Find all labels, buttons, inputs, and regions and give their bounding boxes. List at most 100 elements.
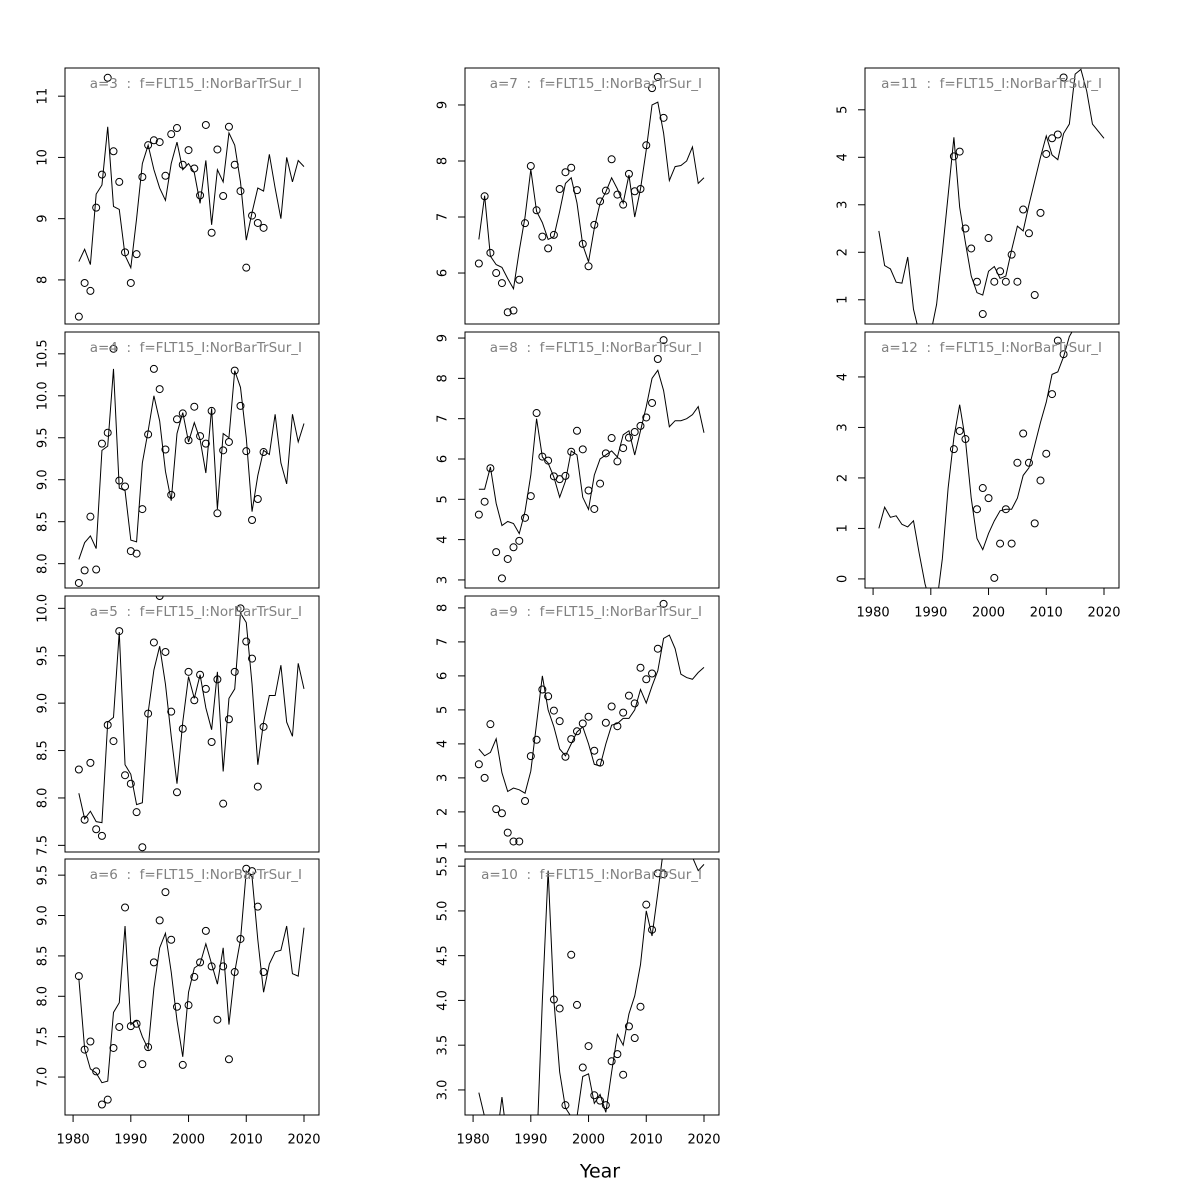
observation-point <box>474 259 483 268</box>
y-tick-label: 8.5 <box>36 946 51 967</box>
observation-point <box>242 637 251 646</box>
y-tick-label: 9 <box>36 215 51 223</box>
observation-point <box>503 308 512 317</box>
panel-frame <box>64 595 320 853</box>
observation-point <box>1019 429 1028 438</box>
observation-point <box>590 1091 599 1100</box>
observation-point <box>642 675 651 684</box>
observation-point <box>596 758 605 767</box>
observation-point <box>149 364 158 373</box>
panel-frame <box>864 67 1120 325</box>
y-tick-label: 4.0 <box>436 990 451 1011</box>
observation-point <box>949 152 958 161</box>
observation-point <box>648 925 657 934</box>
observation-point <box>132 1019 141 1028</box>
observation-point <box>503 828 512 837</box>
observation-point <box>601 449 610 458</box>
y-tick-label: 4 <box>436 740 451 748</box>
plot-area <box>474 599 705 846</box>
observation-point <box>521 513 530 522</box>
x-tick-label: 1980 <box>57 1133 90 1148</box>
observation-point <box>259 968 268 977</box>
observation-point <box>144 141 153 150</box>
observation-point <box>624 433 633 442</box>
x-tick-label: 2010 <box>1030 606 1063 621</box>
fitted-line <box>78 870 305 1084</box>
observation-point <box>648 84 657 93</box>
y-tick-label: 8.0 <box>36 788 51 809</box>
y-tick-label: 8 <box>36 276 51 284</box>
observation-point <box>224 1055 233 1064</box>
y-tick-label: 3 <box>836 201 851 209</box>
observation-point <box>572 426 581 435</box>
observation-point <box>578 719 587 728</box>
observation-point <box>236 187 245 196</box>
observation-point <box>526 492 535 501</box>
observation-point <box>486 720 495 729</box>
observation-point <box>230 667 239 676</box>
y-tick-label: 8 <box>436 604 451 612</box>
observation-point <box>978 484 987 493</box>
observation-point <box>184 667 193 676</box>
observation-point <box>190 972 199 981</box>
y-tick-label: 11 <box>36 88 51 105</box>
observation-point <box>201 684 210 693</box>
observation-point <box>74 765 83 774</box>
observation-point <box>1001 277 1010 286</box>
fitted-line <box>78 126 305 270</box>
observation-point <box>503 554 512 563</box>
y-tick-label: 5 <box>436 495 451 503</box>
observation-point <box>526 162 535 171</box>
observation-point <box>613 1050 622 1059</box>
panel-title: a=3 : f=FLT15_I:NorBarTrSur_I <box>90 76 302 92</box>
y-tick-label: 8.0 <box>36 553 51 574</box>
observation-point <box>584 712 593 721</box>
observation-point <box>207 962 216 971</box>
observation-point <box>636 1002 645 1011</box>
observation-point <box>1059 73 1068 82</box>
observation-point <box>167 490 176 499</box>
observation-point <box>109 147 118 156</box>
observation-point <box>624 169 633 178</box>
y-tick-label: 5.5 <box>436 856 451 877</box>
panel: 1 2 3 4 5 6 7 8 a=9 : f=FLT15_I:NorBarTrSur_I <box>436 595 720 853</box>
observation-point <box>178 1060 187 1069</box>
y-tick-label: 9.5 <box>36 427 51 448</box>
observation-point <box>1036 208 1045 217</box>
y-tick-label: 6 <box>436 672 451 680</box>
observation-point <box>1024 458 1033 467</box>
plot-area <box>478 859 705 1115</box>
observation-point <box>196 432 205 441</box>
observation-point <box>138 843 147 852</box>
observation-point <box>230 160 239 169</box>
observation-point <box>219 962 228 971</box>
panel-title: a=9 : f=FLT15_I:NorBarTrSur_I <box>490 604 702 620</box>
observation-point <box>230 968 239 977</box>
observation-point <box>144 1043 153 1052</box>
y-tick-label: 4 <box>836 373 851 381</box>
observation-point <box>515 837 524 846</box>
observation-point <box>990 573 999 582</box>
observation-point <box>509 306 518 315</box>
observation-point <box>538 685 547 694</box>
observation-point <box>201 439 210 448</box>
observation-point <box>92 1067 101 1076</box>
x-tick-label: 2010 <box>630 1133 663 1148</box>
x-tick-label: 2000 <box>972 606 1005 621</box>
observation-point <box>224 715 233 724</box>
observation-point <box>207 738 216 747</box>
observation-point <box>74 578 83 587</box>
observation-point <box>253 902 262 911</box>
y-tick-label: 0 <box>836 575 851 583</box>
observation-point <box>613 722 622 731</box>
observation-point <box>961 224 970 233</box>
panel-frame <box>464 595 720 853</box>
observation-point <box>584 1042 593 1051</box>
observation-point <box>97 1100 106 1109</box>
observation-point <box>497 279 506 288</box>
panel-frame <box>864 331 1120 589</box>
observation-point <box>492 548 501 557</box>
y-tick-label: 8 <box>436 374 451 382</box>
observation-point <box>115 177 124 186</box>
